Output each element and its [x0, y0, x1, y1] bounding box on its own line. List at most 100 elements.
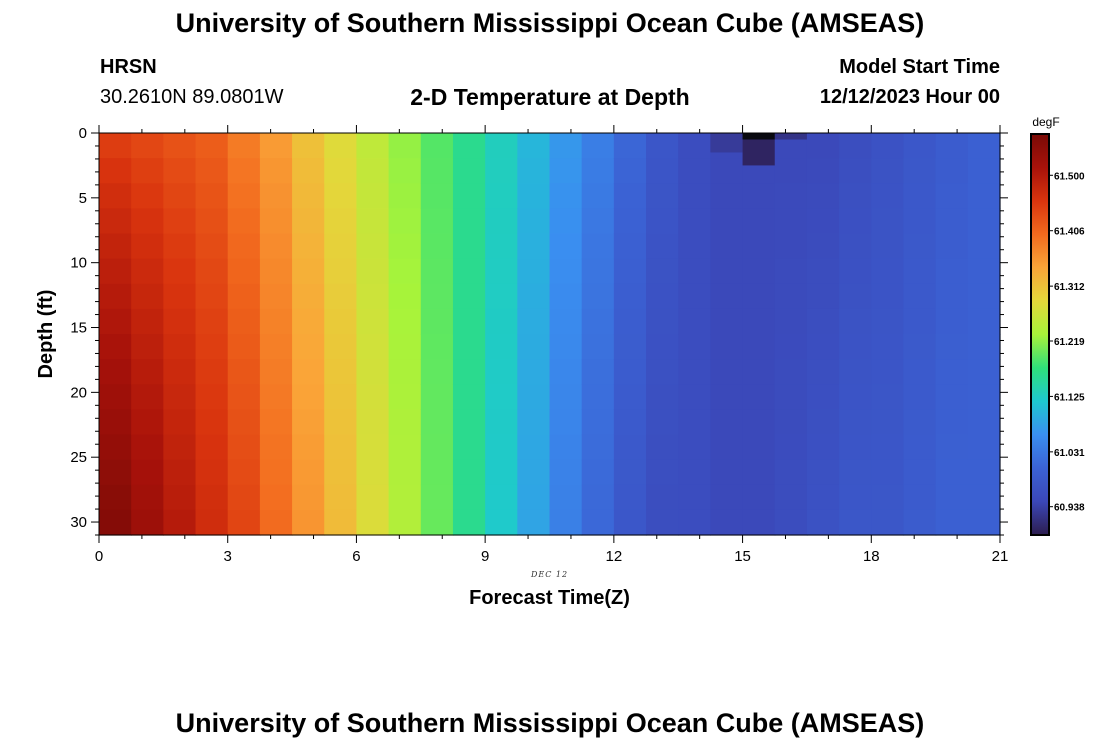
- heatmap-cell: [195, 183, 229, 209]
- heatmap-cell: [678, 359, 711, 385]
- heatmap-cell: [710, 509, 744, 536]
- heatmap-cell: [131, 308, 164, 335]
- heatmap-cell: [517, 334, 551, 360]
- heatmap-cell: [324, 258, 358, 285]
- heatmap-cell: [742, 384, 776, 410]
- heatmap-cell: [613, 434, 647, 461]
- heatmap-cell: [581, 258, 615, 285]
- heatmap-cell: [967, 208, 1001, 235]
- heatmap-cell: [324, 133, 358, 159]
- heatmap-cell: [774, 158, 808, 184]
- heatmap-cell: [903, 434, 937, 461]
- heatmap-cell: [871, 208, 905, 235]
- heatmap-cell: [517, 434, 551, 461]
- heatmap-cell: [935, 334, 969, 360]
- main-title: University of Southern Mississippi Ocean…: [175, 8, 925, 38]
- heatmap-cell: [646, 409, 679, 436]
- heatmap-cell: [259, 258, 293, 285]
- heatmap-cell: [839, 258, 872, 285]
- heatmap-cell: [549, 258, 583, 285]
- heatmap-cell: [613, 158, 647, 184]
- heatmap-cell: [806, 208, 840, 235]
- y-axis-label: Depth (ft): [35, 290, 57, 379]
- heatmap-cell: [710, 409, 744, 436]
- heatmap-cell: [678, 258, 711, 285]
- heatmap-cell: [967, 509, 1001, 536]
- heatmap-cell: [678, 384, 711, 410]
- heatmap-cell: [292, 334, 325, 360]
- y-tick-label: 20: [70, 384, 87, 401]
- heatmap-cell: [774, 384, 808, 410]
- heatmap-cell: [99, 409, 132, 436]
- heatmap-cell: [195, 258, 229, 285]
- plot-frame: [98, 132, 1001, 536]
- heatmap-cell: [967, 359, 1001, 385]
- heatmap-cell: [227, 133, 261, 159]
- heatmap-cell: [420, 133, 454, 159]
- heatmap-cell: [131, 233, 164, 260]
- heatmap-cell: [131, 484, 164, 511]
- heatmap-cell: [485, 133, 518, 159]
- heatmap-cell: [742, 208, 776, 235]
- heatmap-cell: [324, 384, 358, 410]
- heatmap-cell: [452, 509, 486, 536]
- heatmap-cell: [903, 459, 937, 486]
- heatmap-cell: [99, 434, 132, 461]
- heatmap-cell: [581, 384, 615, 410]
- heatmap-cell: [163, 208, 197, 235]
- heatmap-cell: [581, 233, 615, 260]
- heatmap-cell: [710, 384, 744, 410]
- heatmap-cell: [903, 208, 937, 235]
- heatmap-cell: [967, 258, 1001, 285]
- heatmap-cell: [292, 384, 325, 410]
- heatmap-cell: [420, 183, 454, 209]
- x-tick-label: 0: [95, 548, 103, 565]
- heatmap-cell: [839, 233, 872, 260]
- heatmap-cell: [195, 334, 229, 360]
- heatmap-cell: [806, 359, 840, 385]
- heatmap-cell: [452, 183, 486, 209]
- heatmap-cell: [163, 384, 197, 410]
- x-tick-label: 6: [352, 548, 360, 565]
- heatmap-cell: [581, 133, 615, 159]
- heatmap-cell: [517, 283, 551, 310]
- heatmap-cell: [420, 459, 454, 486]
- heatmap-cell: [742, 233, 776, 260]
- heatmap-cell: [806, 459, 840, 486]
- heatmap-cell: [259, 359, 293, 385]
- heatmap-cell: [163, 283, 197, 310]
- heatmap-cell: [613, 384, 647, 410]
- heatmap-cell: [806, 509, 840, 536]
- heatmap-cell: [806, 308, 840, 335]
- heatmap-cell: [967, 384, 1001, 410]
- heatmap-cell: [646, 434, 679, 461]
- colorbar-tick-label: 61.125: [1054, 392, 1085, 403]
- heatmap-cell: [356, 233, 390, 260]
- heatmap-cell: [517, 183, 551, 209]
- heatmap-cell: [324, 484, 358, 511]
- heatmap-cell: [356, 308, 390, 335]
- heatmap-cell: [420, 158, 454, 184]
- heatmap-cell: [774, 258, 808, 285]
- heatmap-cell: [871, 158, 905, 184]
- heatmap-cell: [131, 459, 164, 486]
- model-start-label: Model Start Time: [839, 56, 1000, 78]
- heatmap-cell: [742, 183, 776, 209]
- heatmap-cell: [163, 509, 197, 536]
- heatmap-cell: [871, 258, 905, 285]
- heatmap-cell: [356, 208, 390, 235]
- heatmap-cell: [163, 434, 197, 461]
- heatmap-cell: [646, 484, 679, 511]
- heatmap-cell: [935, 133, 969, 159]
- heatmap-cell: [871, 434, 905, 461]
- heatmap-cell: [967, 283, 1001, 310]
- heatmap-cell: [678, 484, 711, 511]
- heatmap-cell: [646, 509, 679, 536]
- heatmap-cell: [517, 258, 551, 285]
- heatmap-cell: [871, 484, 905, 511]
- heatmap-cell: [195, 233, 229, 260]
- heatmap-cell: [452, 409, 486, 436]
- heatmap-cell: [99, 484, 132, 511]
- heatmap-cell: [485, 359, 518, 385]
- heatmap-cell: [710, 208, 744, 235]
